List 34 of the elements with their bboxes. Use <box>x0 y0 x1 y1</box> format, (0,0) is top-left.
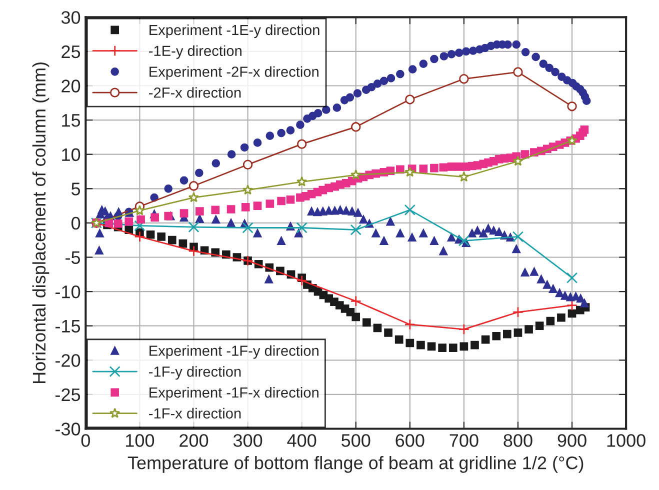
legend-label: Experiment -1E-y direction <box>150 24 320 38</box>
x-tick-label: 1000 <box>607 434 646 447</box>
x-tick-label: 600 <box>396 434 424 447</box>
y-tick-label: 25 <box>62 45 80 58</box>
x-tick-label: 100 <box>126 434 154 447</box>
x-tick-label: 700 <box>450 434 478 447</box>
legend-label: -1E-y direction <box>149 45 242 59</box>
y-tick-label: -25 <box>56 388 80 402</box>
y-tick-label: 10 <box>62 148 80 162</box>
y-tick-label: 5 <box>71 182 80 196</box>
x-tick-label: 200 <box>180 434 208 447</box>
x-tick-label: 900 <box>558 434 586 447</box>
legend-label: Experiment -1F-x direction <box>150 386 318 401</box>
x-tick-label: 300 <box>233 434 262 447</box>
x-tick-label: 800 <box>504 434 532 447</box>
y-axis-title: Horizontal displacement of column (mm) <box>32 62 50 384</box>
y-tick-label: -15 <box>56 320 80 333</box>
y-tick-label: -30 <box>56 422 80 436</box>
y-tick-label: -20 <box>56 354 80 367</box>
y-tick-label: -10 <box>56 285 80 298</box>
x-tick-label: 500 <box>342 434 370 447</box>
y-tick-label: 15 <box>62 114 80 127</box>
y-tick-label: -5 <box>66 251 80 264</box>
legend-label: Experiment -1F-y direction <box>150 345 318 359</box>
y-tick-label: 20 <box>62 80 80 92</box>
y-tick-label: 0 <box>71 216 80 230</box>
x-tick-label: 400 <box>287 434 316 447</box>
y-tick-label: 30 <box>61 11 80 24</box>
x-axis-title: Temperature of bottom flange of beam at gridline 1/2 (°C) <box>128 456 584 473</box>
legend-label: -1F-x direction <box>149 408 241 419</box>
x-tick-label: 0 <box>81 434 90 447</box>
legend-label: Experiment -2F-x direction <box>150 66 318 80</box>
legend-label: -1F-y direction <box>149 366 241 380</box>
legend-label: -2F-x direction <box>149 87 241 98</box>
